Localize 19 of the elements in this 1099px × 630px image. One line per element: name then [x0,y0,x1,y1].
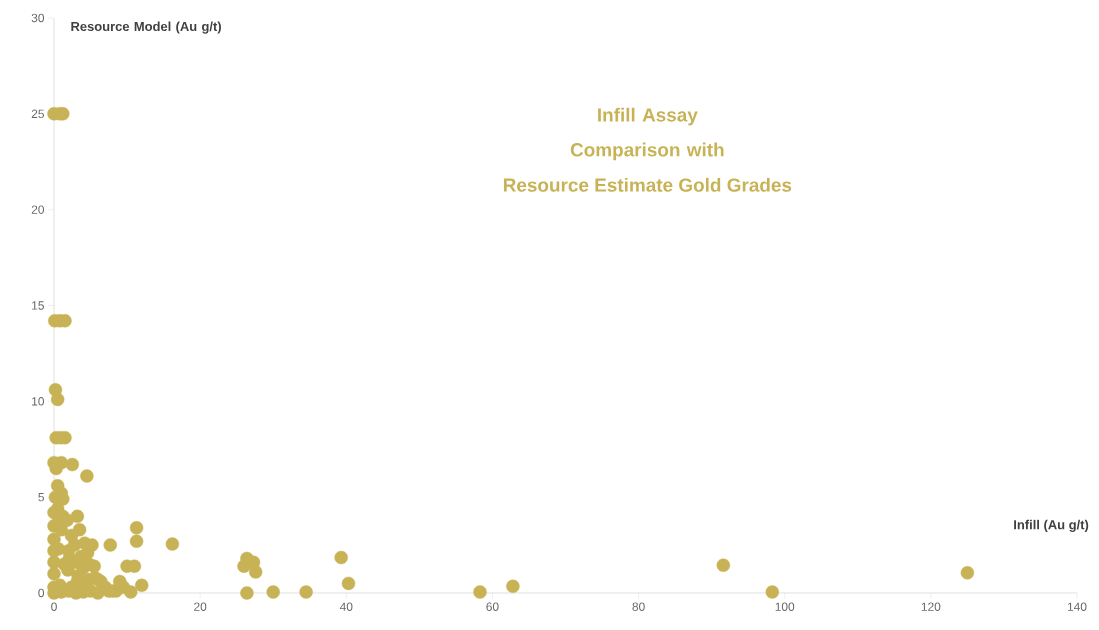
y-tick-label: 20 [31,205,45,214]
x-tick-label: 20 [194,602,207,611]
y-tick-label: 30 [31,13,45,23]
text: Infill Assay Comparison with [570,107,724,161]
x-tick-label: 40 [339,602,353,611]
x-tick-label: 120 [921,602,941,611]
x-tick-label: 0 [51,602,57,611]
x-tick-label: 60 [486,602,499,611]
y-tick-label: 5 [38,492,44,502]
x-tick-label: 80 [632,602,645,611]
x-tick-label: 140 [1067,602,1087,611]
text: Resource Estimate Gold Grades [503,177,792,192]
y-tick-label: 0 [38,588,45,598]
y-tick-label: 15 [32,301,44,310]
x-axis-title: Infill (Au g/t) [1014,519,1089,532]
x-tick-label: 100 [775,602,795,611]
y-tick-label: 10 [32,397,45,406]
y-axis-title: Resource Model (Au g/t) [71,21,221,34]
y-tick-label: 25 [31,109,44,119]
